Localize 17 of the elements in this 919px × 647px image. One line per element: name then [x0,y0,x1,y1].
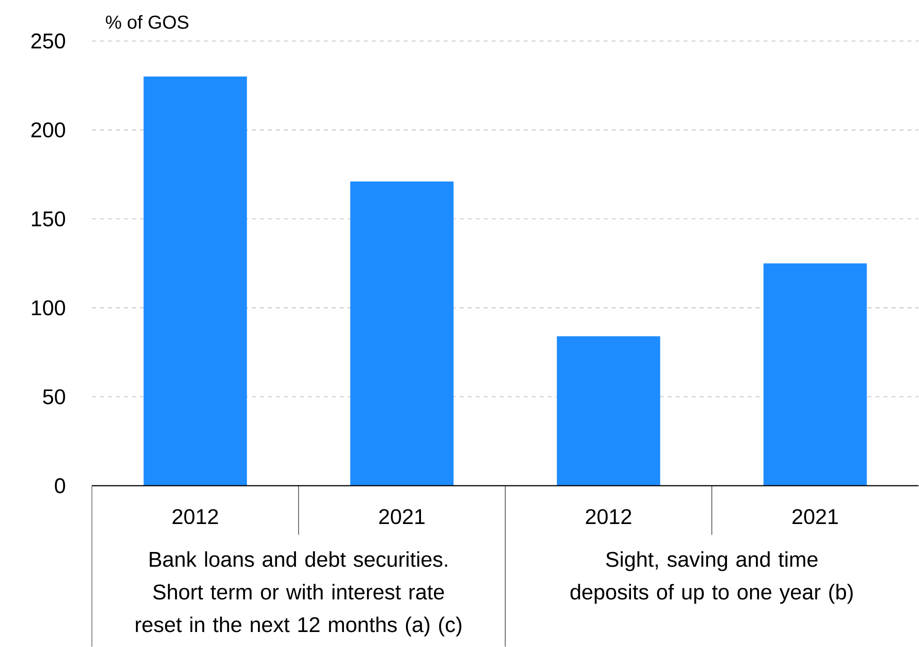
bar [144,76,247,486]
x-tick-label: 2012 [172,509,218,524]
bar [556,336,660,486]
y-tick-label: 200 [31,122,66,138]
y-tick-label: 250 [31,33,66,49]
x-tick-label: 2021 [379,509,425,524]
bar [350,182,454,486]
y-tick-label: 0 [54,478,66,494]
y-tick-label: 50 [43,389,66,404]
x-tick-label: 2012 [586,509,632,524]
text: Sight, saving and time deposits of up to one year (b) [570,551,853,604]
x-tick-label: 2021 [792,509,838,524]
text: Bank loans and debt securities. Short term or with interest rate reset in the next 12 months (a) (c) [136,551,462,636]
y-tick-label: 150 [32,211,66,226]
bar [764,263,867,486]
y-tick-label: 100 [32,300,66,316]
y-axis-title: % of GOS [106,15,188,29]
